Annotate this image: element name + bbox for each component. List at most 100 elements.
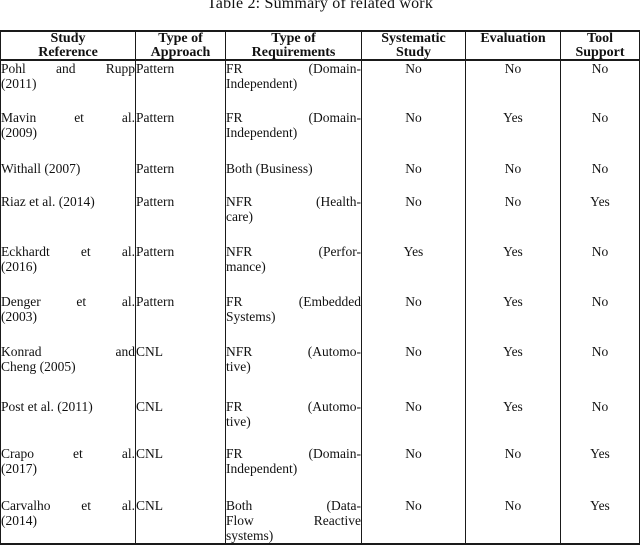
cell-tool-support: No [560,294,640,344]
cell-type-of-requirements: NFR (Automo-tive) [225,344,362,399]
cell-evaluation: Yes [465,294,561,344]
cell-tool-support: No [560,60,640,110]
cell-systematic-study: No [361,60,466,110]
cell-evaluation: Yes [465,344,561,399]
cell-text-line: Post et al. (2011) [1,399,93,414]
cell-systematic-study: No [361,344,466,399]
cell-type-of-requirements: FR (Domain- Independent) [225,110,362,161]
header-text-line: Approach [150,44,211,60]
cell-text-line: (2017) [1,461,37,476]
cell-type-of-requirements: Both (Business) [225,161,362,194]
header-row: Study Reference Type of Approach Type of Requ… [0,31,640,60]
column-header-type-of-requirements: Type of Requirements [225,31,362,60]
column-header-systematic-study: Systematic Study [361,31,466,60]
header-text-line: Reference [38,44,98,60]
cell-systematic-study: No [361,110,466,161]
cell-tool-support: No [560,110,640,161]
cell-evaluation: Yes [465,244,561,294]
cell-study-reference: Carvalho et al. (2014) [1,498,136,544]
cell-text-line: FR (Domain- [226,110,362,125]
cell-type-of-requirements: FR (Domain- Independent) [225,60,362,110]
cell-text-line: FR (Automo- [226,399,362,414]
related-work-table: Study Reference Type of Approach Type of Requ… [0,30,640,545]
cell-text-line: Independent) [226,125,298,140]
cell-text-line: (2009) [1,125,37,140]
header-text-line: Requirements [251,44,336,60]
cell-text-line: mance) [226,259,266,274]
table-row: Pohl and Rupp (2011) Pattern FR (Domain- Ind… [1,60,640,110]
header-text-line: Tool [587,31,613,46]
table-row: Mavin et al. (2009) Pattern FR (Domain- Inde… [1,110,640,161]
cell-text-line: (2011) [1,76,37,91]
cell-type-of-requirements: NFR (Perfor-mance) [225,244,362,294]
header-text-line: Type of [271,31,316,46]
cell-type-of-approach: CNL [135,498,226,544]
cell-study-reference: Pohl and Rupp (2011) [1,60,136,110]
cell-type-of-approach: Pattern [135,244,226,294]
cell-evaluation: No [465,194,561,244]
cell-type-of-approach: Pattern [135,60,226,110]
header-text-line: Systematic [381,31,446,46]
header-text-line: Type of [158,31,203,46]
cell-type-of-approach: CNL [135,446,226,498]
cell-text-line: NFR (Health- [226,194,362,209]
header-text-line: Study [395,44,432,60]
cell-systematic-study: No [361,194,466,244]
cell-text-line: (2003) [1,309,37,324]
cell-text-line: FR (Domain- [226,446,362,461]
column-header-evaluation: Evaluation [465,31,561,60]
cell-text-line: FR (Embedded [226,294,362,309]
table-row: Post et al. (2011) CNL FR (Automo-tive) No Y… [1,399,640,446]
header-text-line: Study [50,31,86,46]
table-row: Carvalho et al. (2014) CNL Both (Data- Flow … [1,498,640,544]
cell-study-reference: Konrad and Cheng (2005) [1,344,136,399]
cell-text-line: Riaz et al. (2014) [1,194,95,209]
cell-text-line: tive) [226,359,251,374]
cell-type-of-requirements: FR (Automo-tive) [225,399,362,446]
cell-text-line: FR (Domain- [226,61,362,76]
cell-tool-support: No [560,399,640,446]
cell-systematic-study: No [361,498,466,544]
cell-text-line: Cheng (2005) [1,359,76,374]
table-row: Denger et al. (2003) Pattern FR (Embedded Sy… [1,294,640,344]
header-text-line: Evaluation [480,31,546,46]
cell-systematic-study: Yes [361,244,466,294]
cell-type-of-approach: CNL [135,344,226,399]
cell-text-line: systems) [226,528,274,543]
cell-text-line: Systems) [226,309,276,324]
cell-tool-support: Yes [560,498,640,544]
cell-tool-support: No [560,161,640,194]
cell-text-line: Withall (2007) [1,161,81,176]
cell-evaluation: No [465,161,561,194]
cell-systematic-study: No [361,161,466,194]
cell-study-reference: Crapo et al. (2017) [1,446,136,498]
cell-type-of-approach: CNL [135,399,226,446]
table-row: Konrad and Cheng (2005) CNL NFR (Automo-tiv… [1,344,640,399]
cell-text-line: Konrad and [1,344,135,359]
cell-tool-support: No [560,244,640,294]
cell-study-reference: Riaz et al. (2014) [1,194,136,244]
cell-text-line: Independent) [226,461,298,476]
cell-evaluation: Yes [465,110,561,161]
column-header-tool-support: Tool Support [560,31,640,60]
cell-text-line: (2014) [1,513,37,528]
cell-tool-support: No [560,344,640,399]
cell-text-line: care) [226,209,253,224]
cell-type-of-requirements: FR (Embedded Systems) [225,294,362,344]
cell-type-of-requirements: FR (Domain- Independent) [225,446,362,498]
cell-tool-support: Yes [560,194,640,244]
cell-text-line: Pohl and Rupp [1,61,135,76]
cell-study-reference: Eckhardt et al. (2016) [1,244,136,294]
cell-type-of-requirements: Both (Data- Flow Reactive systems) [225,498,362,544]
cell-evaluation: Yes [465,399,561,446]
column-header-type-of-approach: Type of Approach [135,31,226,60]
cell-text-line: Both (Data- [226,498,362,513]
cell-text-line: (2016) [1,259,37,274]
table-row: Riaz et al. (2014) Pattern NFR (Health-car… [1,194,640,244]
cell-text-line: tive) [226,414,251,429]
column-header-study-reference: Study Reference [1,31,136,60]
cell-study-reference: Mavin et al. (2009) [1,110,136,161]
cell-study-reference: Denger et al. (2003) [1,294,136,344]
table-row: Eckhardt et al. (2016) Pattern NFR (Perfor-… [1,244,640,294]
